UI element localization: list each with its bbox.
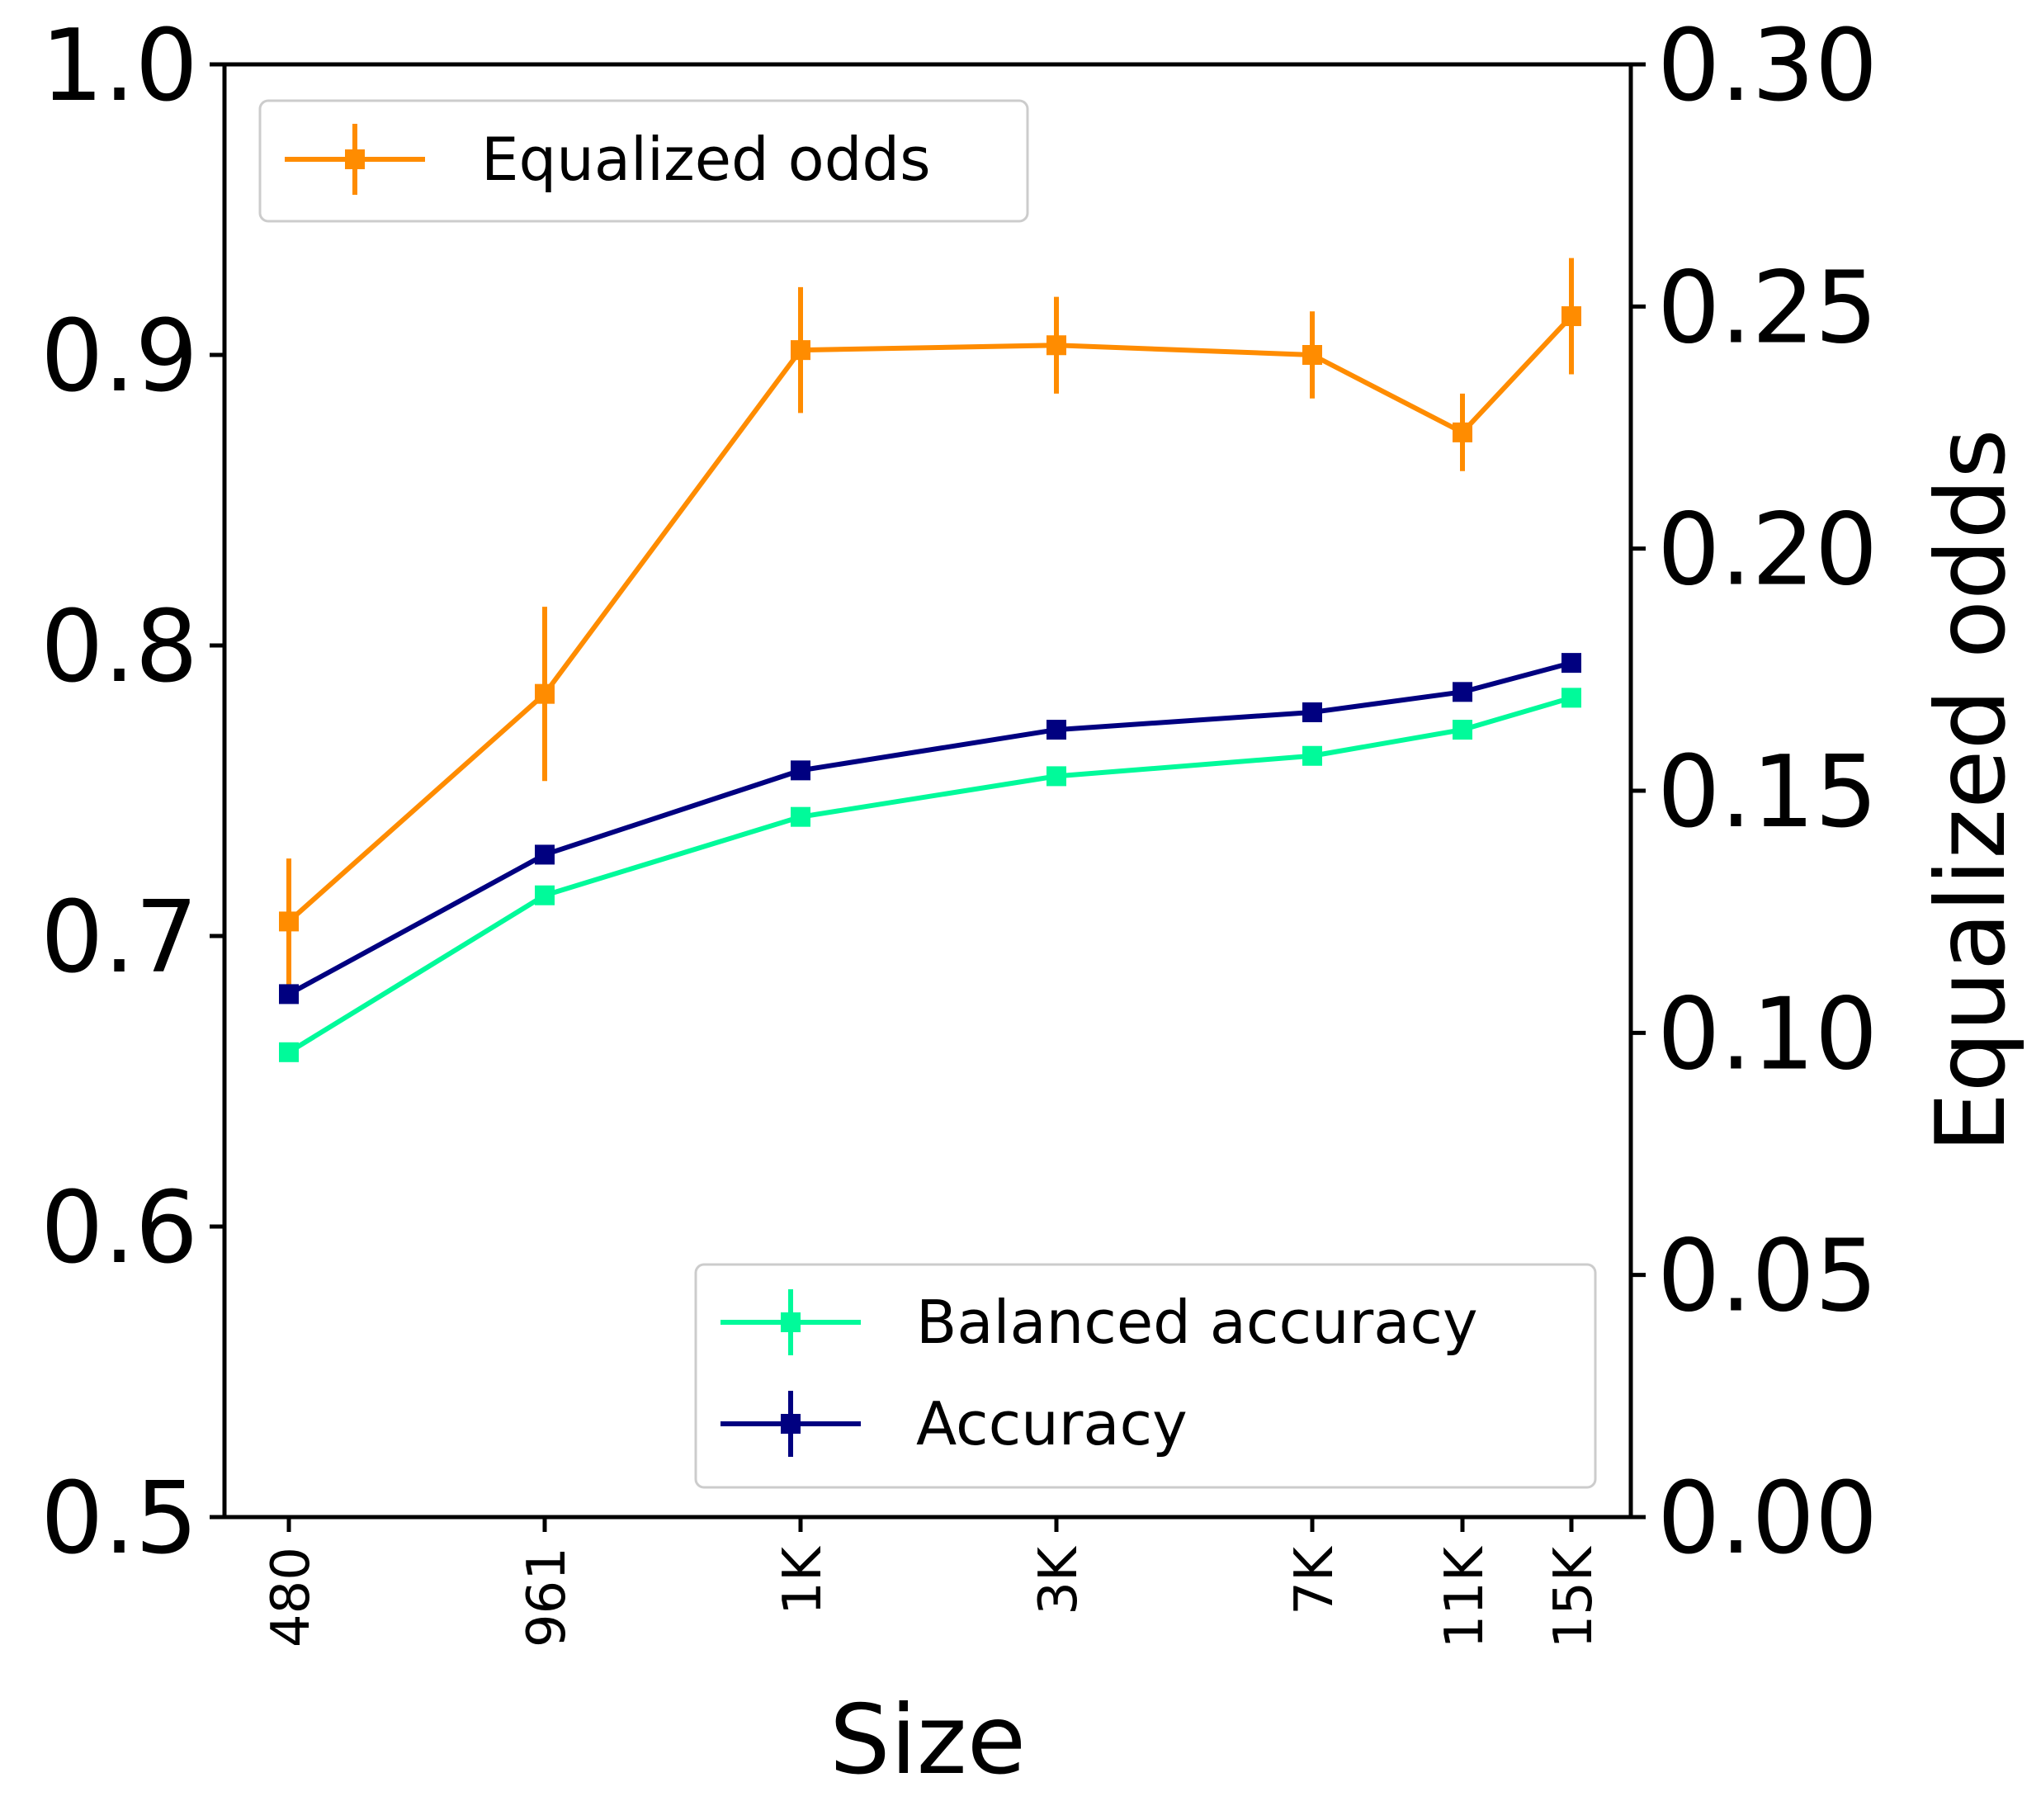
legend-lower-right: Balanced accuracy Accuracy <box>694 1263 1597 1489</box>
right-y-tick-label: 0.25 <box>1657 251 1878 366</box>
data-point-equalized-odds <box>535 683 555 704</box>
data-point-equalized-odds <box>791 340 810 361</box>
right-y-tick-label: 0.00 <box>1657 1462 1878 1577</box>
legend-marker-balanced-accuracy <box>781 1312 801 1332</box>
right-y-tick-label: 0.10 <box>1657 977 1878 1092</box>
left-y-tick-label: 0.5 <box>40 1462 198 1577</box>
x-tick-label: 7K <box>1284 1545 1345 1615</box>
right-y-tick-label: 0.05 <box>1657 1220 1878 1335</box>
data-point-accuracy <box>1302 702 1322 722</box>
data-point-equalized-odds <box>1453 422 1472 442</box>
left-y-tick-label: 0.7 <box>40 881 198 995</box>
legend-upper-left: Equalized odds <box>258 99 1029 223</box>
data-point-accuracy <box>1453 682 1472 702</box>
left-y-tick-label: 0.9 <box>40 300 198 414</box>
data-point-equalized-odds <box>1561 306 1581 327</box>
left-y-axis: 0.5 0.6 0.7 0.8 0.9 1.0 <box>40 9 224 1577</box>
data-point-balanced-accuracy <box>535 885 555 905</box>
series-line-accuracy <box>287 660 1572 997</box>
data-point-equalized-odds <box>1302 345 1322 365</box>
left-y-tick-label: 0.8 <box>40 590 198 705</box>
left-y-tick-label: 0.6 <box>40 1171 198 1286</box>
data-point-accuracy <box>279 984 299 1005</box>
data-point-balanced-accuracy <box>1561 688 1581 708</box>
x-tick-label: 961 <box>517 1547 578 1647</box>
data-point-accuracy <box>1046 720 1066 740</box>
x-tick-label: 3K <box>1028 1545 1089 1615</box>
right-y-tick-label: 0.30 <box>1657 9 1878 124</box>
x-tick-label: 11K <box>1434 1545 1495 1648</box>
x-tick-label: 480 <box>261 1547 322 1647</box>
plot-area <box>279 258 1581 1062</box>
data-point-equalized-odds <box>1046 335 1066 356</box>
legend-label-balanced-accuracy: Balanced accuracy <box>916 1288 1478 1357</box>
right-y-axis: 0.00 0.05 0.10 0.15 0.20 0.25 0.30 <box>1631 9 1878 1577</box>
data-point-balanced-accuracy <box>1453 720 1472 740</box>
x-axis: 480 961 1K 3K 7K 11K 15K <box>261 1517 1604 1648</box>
data-point-accuracy <box>791 760 810 781</box>
data-point-balanced-accuracy <box>1302 745 1322 766</box>
legend-label-accuracy: Accuracy <box>916 1389 1188 1458</box>
x-axis-label: Size <box>829 1685 1026 1796</box>
right-y-axis-label: Equalized odds <box>1916 428 2027 1152</box>
data-point-balanced-accuracy <box>791 806 810 827</box>
x-tick-label: 15K <box>1543 1545 1604 1648</box>
data-point-accuracy <box>1561 653 1581 674</box>
legend-box <box>258 99 1029 223</box>
data-point-balanced-accuracy <box>1046 766 1066 787</box>
left-y-tick-label: 1.0 <box>40 9 198 124</box>
legend-marker-equalized-odds <box>345 149 365 169</box>
data-point-equalized-odds <box>279 911 299 932</box>
legend-marker-accuracy <box>781 1414 801 1434</box>
right-y-tick-label: 0.15 <box>1657 735 1878 850</box>
legend-box <box>694 1263 1597 1489</box>
x-tick-label: 1K <box>772 1545 834 1615</box>
series-line-equalized-odds <box>287 314 1574 924</box>
data-point-balanced-accuracy <box>279 1042 299 1062</box>
legend-label-equalized-odds: Equalized odds <box>481 125 931 194</box>
data-point-accuracy <box>535 844 555 865</box>
right-y-tick-label: 0.20 <box>1657 494 1878 608</box>
